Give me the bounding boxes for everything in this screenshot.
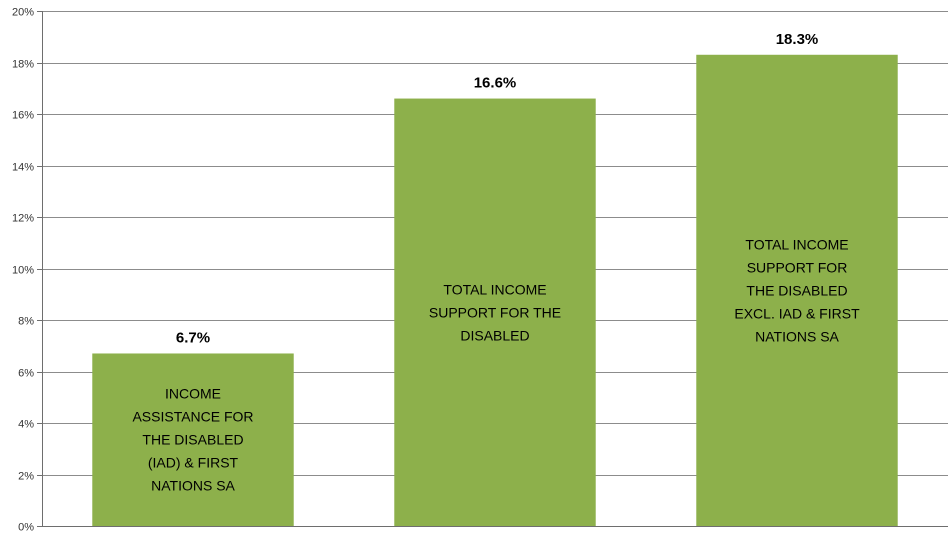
y-tick-label: 8% xyxy=(18,316,34,328)
data-label: 16.6% xyxy=(474,75,517,92)
bar-category-line: TOTAL INCOME xyxy=(745,236,848,252)
bar xyxy=(696,54,898,527)
y-tick-label: 6% xyxy=(18,368,34,380)
data-label: 6.7% xyxy=(176,329,210,346)
bar-category-line: NATIONS SA xyxy=(151,478,235,494)
bar-category-line: NATIONS SA xyxy=(755,328,839,344)
bar-category-line: SUPPORT FOR THE xyxy=(429,304,561,320)
bar-category-label: TOTAL INCOME SUPPORT FOR THE DISABLED xyxy=(429,281,561,343)
data-labels: 6.7% INCOME ASSISTANCE FOR THE DISABLED (IAD… xyxy=(132,31,860,494)
y-tick-label: 14% xyxy=(12,162,34,174)
bar-category-label: TOTAL INCOME SUPPORT FOR THE DISABLED EXCL.… xyxy=(734,236,860,344)
bar-category-line: SUPPORT FOR xyxy=(747,259,848,275)
bar-category-line: DISABLED xyxy=(460,327,529,343)
bar-category-label: INCOME ASSISTANCE FOR THE DISABLED (IAD) & … xyxy=(132,386,253,494)
bar-category-line: THE DISABLED xyxy=(142,432,243,448)
y-tick-label: 4% xyxy=(18,419,34,431)
y-tick-label: 10% xyxy=(12,265,34,277)
y-tick-label: 18% xyxy=(12,59,34,71)
y-tick-label: 2% xyxy=(18,471,34,483)
bars xyxy=(92,54,898,527)
y-tick-label: 20% xyxy=(12,7,34,19)
y-axis: 0% 2% 4% 6% 8% 10% 12% 14% 16% 18% 20% xyxy=(12,7,43,534)
bar-category-line: INCOME xyxy=(165,386,221,402)
bar-category-line: (IAD) & FIRST xyxy=(148,455,239,471)
y-tick-label: 0% xyxy=(18,522,34,534)
bar-category-line: ASSISTANCE FOR xyxy=(132,409,253,425)
y-tick-label: 12% xyxy=(12,213,34,225)
bar-category-line: THE DISABLED xyxy=(746,282,847,298)
bar-category-line: EXCL. IAD & FIRST xyxy=(734,305,860,321)
data-label: 18.3% xyxy=(776,31,819,48)
y-tick-label: 16% xyxy=(12,110,34,122)
bar-category-line: TOTAL INCOME xyxy=(443,281,546,297)
bar xyxy=(92,353,294,526)
bar xyxy=(394,98,596,527)
